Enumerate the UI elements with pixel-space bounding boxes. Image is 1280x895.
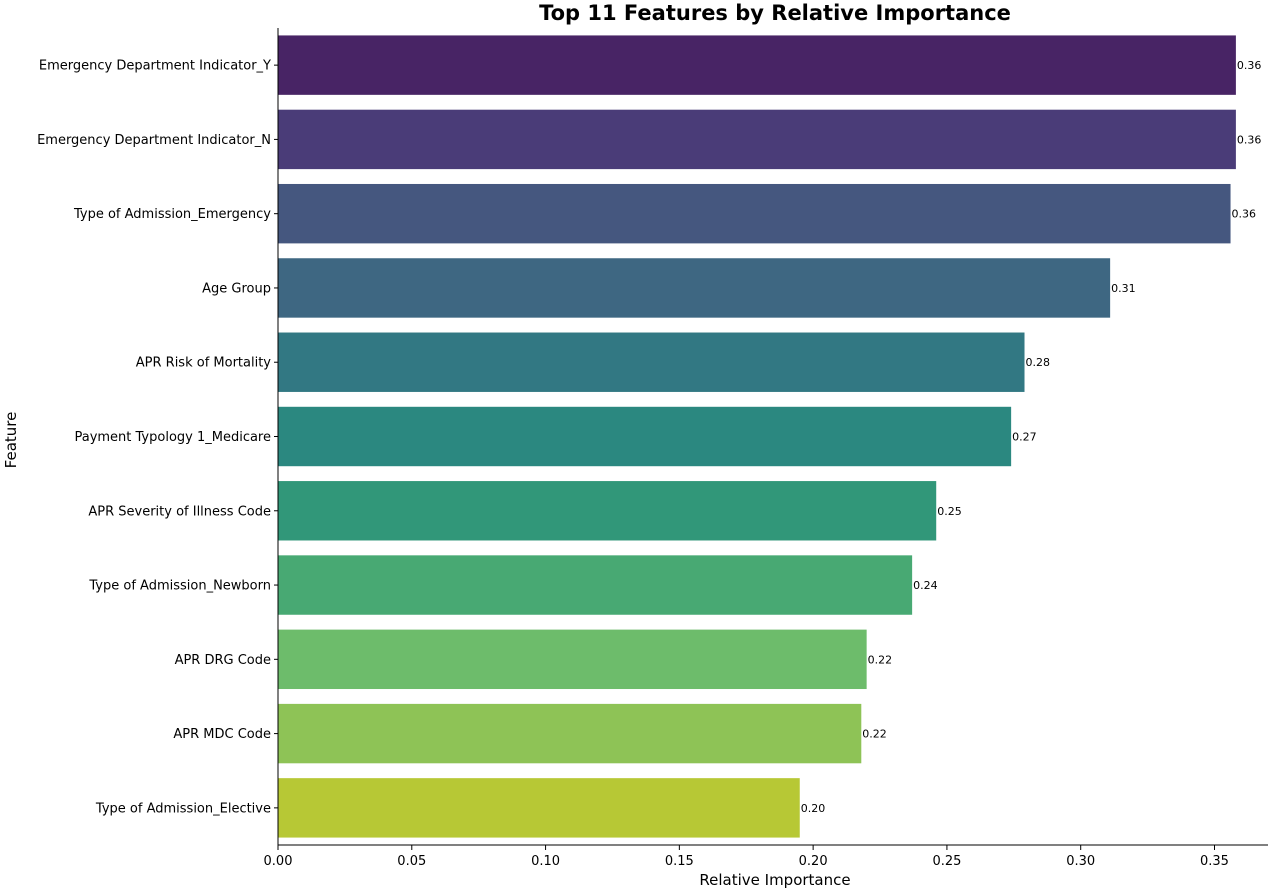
bar: [278, 555, 913, 615]
data-label: 0.28: [1026, 356, 1051, 369]
x-tick-label: 0.35: [1200, 854, 1229, 869]
bar: [278, 481, 937, 541]
data-label: 0.22: [868, 653, 893, 666]
data-label: 0.31: [1111, 282, 1136, 295]
bar: [278, 183, 1231, 244]
category-label: APR DRG Code: [175, 653, 271, 668]
category-label: Payment Typology 1_Medicare: [74, 430, 271, 445]
x-tick-label: 0.05: [397, 854, 426, 869]
category-label: Emergency Department Indicator_Y: [39, 59, 271, 74]
category-label: Type of Admission_Elective: [95, 801, 271, 816]
x-tick-label: 0.30: [1066, 854, 1095, 869]
x-axis-label: Relative Importance: [699, 871, 850, 889]
bar: [278, 258, 1111, 318]
category-label: Age Group: [202, 281, 271, 296]
data-label: 0.36: [1237, 133, 1262, 146]
category-label: Type of Admission_Emergency: [73, 207, 271, 222]
data-label: 0.36: [1237, 59, 1262, 72]
x-tick-label: 0.10: [531, 854, 560, 869]
category-label: Type of Admission_Newborn: [88, 579, 271, 594]
category-label: APR Severity of Illness Code: [88, 504, 271, 519]
x-ticks-group: 0.00 0.05 0.10 0.15 0.20 0.25 0.30 0.35: [264, 845, 1229, 869]
category-label: APR Risk of Mortality: [136, 356, 272, 371]
x-tick-label: 0.00: [264, 854, 293, 869]
bar: [278, 629, 867, 690]
bar: [278, 35, 1236, 95]
chart-title: Top 11 Features by Relative Importance: [539, 1, 1011, 25]
category-labels-group: Emergency Department Indicator_Y Emergenc…: [37, 59, 278, 816]
bar: [278, 778, 800, 838]
data-label: 0.25: [937, 505, 962, 518]
x-tick-label: 0.25: [932, 854, 961, 869]
bar: [278, 332, 1025, 392]
bar: [278, 109, 1236, 170]
x-tick-label: 0.15: [665, 854, 694, 869]
category-label: APR MDC Code: [173, 727, 271, 742]
data-label: 0.20: [801, 802, 826, 815]
data-label: 0.24: [913, 579, 938, 592]
data-label: 0.36: [1232, 208, 1257, 221]
data-label: 0.27: [1012, 431, 1037, 444]
y-axis-label: Feature: [2, 412, 20, 469]
bars-group: [278, 35, 1236, 838]
x-tick-label: 0.20: [799, 854, 828, 869]
bar: [278, 703, 862, 764]
category-label: Emergency Department Indicator_N: [37, 133, 271, 148]
bar: [278, 406, 1012, 467]
data-labels-group: 0.36 0.36 0.36 0.31 0.28 0.27 0.25 0.24 0.22 0.22…: [801, 59, 1262, 815]
data-label: 0.22: [862, 728, 887, 741]
